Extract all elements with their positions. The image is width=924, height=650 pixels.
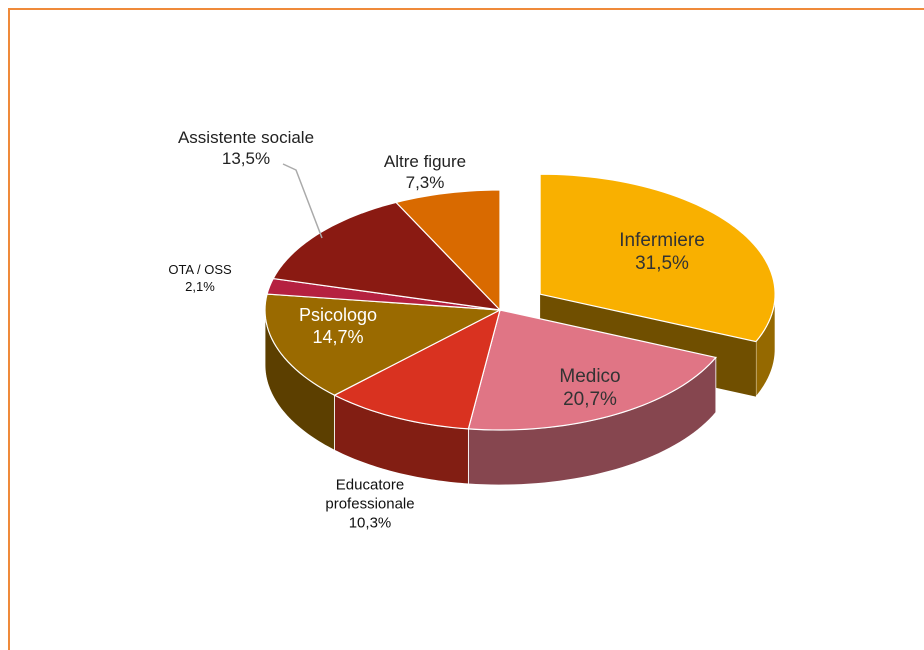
value-label: 10,3% xyxy=(348,514,392,532)
data-label: Altre figure 7,3% xyxy=(384,151,466,193)
category-label: Educatore professionale xyxy=(325,476,415,513)
data-label: OTA / OSS 2,1% xyxy=(168,261,231,295)
data-label: Medico 20,7% xyxy=(559,365,620,411)
category-label: Medico xyxy=(559,366,621,387)
value-label: 7,3% xyxy=(405,173,445,192)
data-label: Assistente sociale 13,5% xyxy=(178,127,314,169)
slice xyxy=(272,201,502,311)
value-label: 31,5% xyxy=(635,253,689,274)
value-label: 2,1% xyxy=(185,279,215,294)
leader-line xyxy=(282,163,323,239)
data-label: Psicologo 14,7% xyxy=(299,304,377,348)
category-label: Psicologo xyxy=(298,305,378,325)
value-label: 13,5% xyxy=(221,149,271,168)
category-label: Infermiere xyxy=(619,230,705,251)
slice xyxy=(539,173,776,343)
value-label: 20,7% xyxy=(563,389,617,410)
data-label: Educatore professionale 10,3% xyxy=(310,476,430,533)
frame xyxy=(8,8,924,650)
slice xyxy=(467,309,717,431)
slice xyxy=(394,189,501,312)
slice xyxy=(264,293,503,396)
value-label: 14,7% xyxy=(312,327,364,347)
category-label: OTA / OSS xyxy=(168,262,232,277)
data-label: Infermiere 31,5% xyxy=(619,229,705,275)
category-label: Assistente sociale xyxy=(177,128,315,147)
slice xyxy=(333,308,501,430)
category-label: Altre figure xyxy=(383,152,467,171)
